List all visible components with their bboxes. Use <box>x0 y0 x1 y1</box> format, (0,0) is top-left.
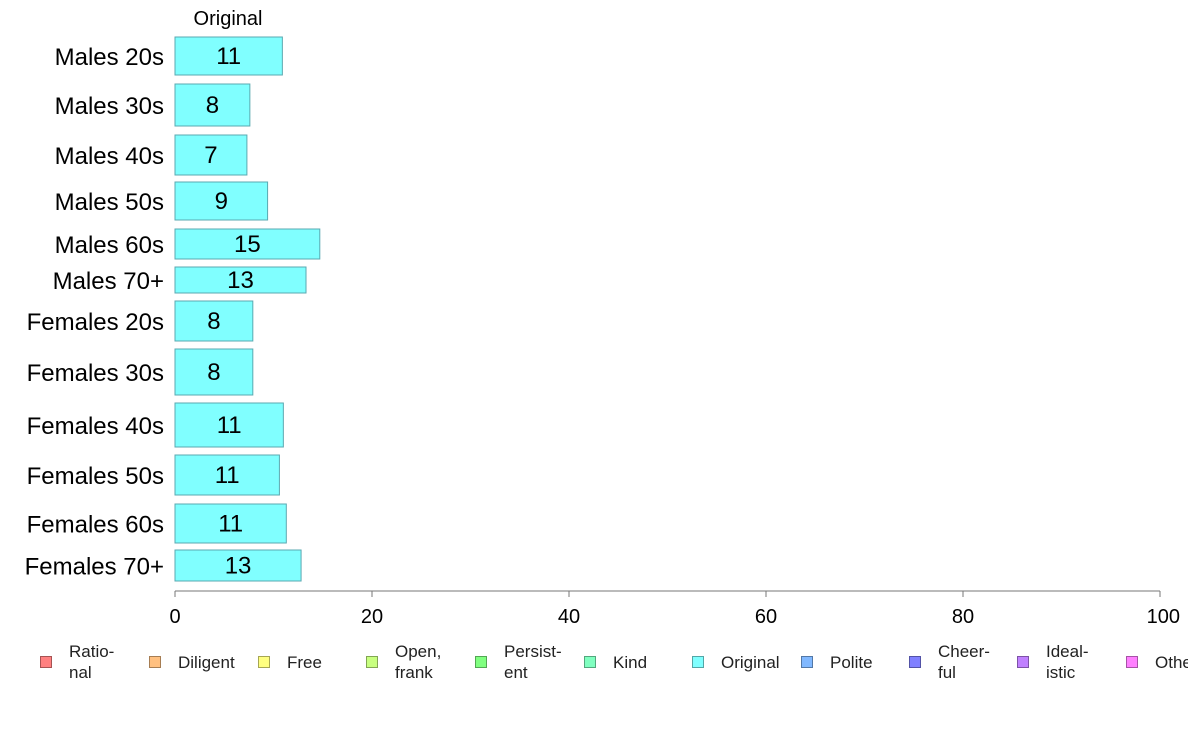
x-tick-label: 40 <box>558 606 580 628</box>
category-label: Males 20s <box>55 44 164 71</box>
legend-item: Persist- ent <box>475 640 562 684</box>
legend-swatch <box>475 656 487 668</box>
legend-label: Other <box>1155 652 1188 672</box>
legend-item: Original <box>692 640 780 684</box>
data-label: 8 <box>206 92 219 119</box>
data-label: 13 <box>227 267 254 294</box>
data-label: 11 <box>217 412 242 439</box>
legend-label: Kind <box>613 652 648 672</box>
legend-label: Persist- ent <box>504 642 562 682</box>
legend-label: Original <box>721 652 780 672</box>
data-label: 11 <box>218 511 243 538</box>
bar <box>174 83 251 127</box>
legend-item: Kind <box>584 640 647 684</box>
legend: Ratio- nal Diligent Free Open, frank Persist… <box>0 640 1188 690</box>
legend-label: Diligent <box>178 652 235 672</box>
category-label: Females 60s <box>27 512 164 539</box>
legend-swatch <box>1126 656 1138 668</box>
legend-swatch <box>692 656 704 668</box>
legend-item: Diligent <box>149 640 235 684</box>
legend-label: Free <box>287 652 322 672</box>
legend-swatch <box>801 656 813 668</box>
bar <box>174 134 248 176</box>
category-label: Females 20s <box>27 309 164 336</box>
data-label: 11 <box>216 43 241 70</box>
bar <box>174 503 287 544</box>
data-label: 11 <box>215 462 240 489</box>
bar <box>174 228 321 260</box>
legend-swatch <box>149 656 161 668</box>
data-label: 15 <box>234 231 261 258</box>
category-label: Males 30s <box>55 93 164 120</box>
legend-swatch <box>366 656 378 668</box>
bar <box>174 36 283 76</box>
legend-label: Open, frank <box>395 642 442 682</box>
category-label: Females 30s <box>27 360 164 387</box>
legend-item: Open, frank <box>366 640 441 684</box>
bar <box>174 300 254 342</box>
data-label: 9 <box>215 188 228 215</box>
legend-swatch <box>1017 656 1029 668</box>
legend-item: Other <box>1126 640 1188 684</box>
category-label: Females 40s <box>27 413 164 440</box>
legend-swatch <box>40 656 52 668</box>
bar <box>174 549 302 582</box>
data-label: 13 <box>225 553 252 580</box>
data-label: 8 <box>207 359 220 386</box>
legend-label: Ideal- istic <box>1046 642 1089 682</box>
bar <box>174 181 269 221</box>
bar <box>174 266 307 294</box>
x-tick-label: 60 <box>755 606 777 628</box>
legend-swatch <box>909 656 921 668</box>
bars-layer: 11 Males 20s 8 Males 30s 7 Males 40s 9 Males 50… <box>25 36 321 582</box>
legend-item: Polite <box>801 640 873 684</box>
category-label: Males 40s <box>55 143 164 170</box>
legend-swatch <box>584 656 596 668</box>
x-tick-label: 100 <box>1147 606 1180 628</box>
legend-label: Cheer- ful <box>938 642 990 682</box>
x-tick-label: 0 <box>169 606 180 628</box>
x-tick-label: 80 <box>952 606 974 628</box>
x-axis: 0 20 40 60 80 100 <box>169 590 1180 628</box>
category-label: Males 60s <box>55 232 164 259</box>
legend-item: Ideal- istic <box>1017 640 1089 684</box>
legend-item: Ratio- nal <box>40 640 114 684</box>
legend-swatch <box>258 656 270 668</box>
legend-label: Ratio- nal <box>69 642 115 682</box>
legend-item: Cheer- ful <box>909 640 990 684</box>
category-label: Females 50s <box>27 463 164 490</box>
bar <box>174 348 254 396</box>
category-label: Males 70+ <box>53 268 164 295</box>
category-label: Females 70+ <box>25 554 164 581</box>
legend-item: Free <box>258 640 322 684</box>
bar <box>174 454 280 496</box>
x-tick-label: 20 <box>361 606 383 628</box>
category-label: Males 50s <box>55 189 164 216</box>
data-label: 7 <box>204 142 217 169</box>
bar <box>174 402 284 448</box>
legend-label: Polite <box>830 652 873 672</box>
data-label: 8 <box>207 308 220 335</box>
panel-title: Original <box>194 8 263 30</box>
